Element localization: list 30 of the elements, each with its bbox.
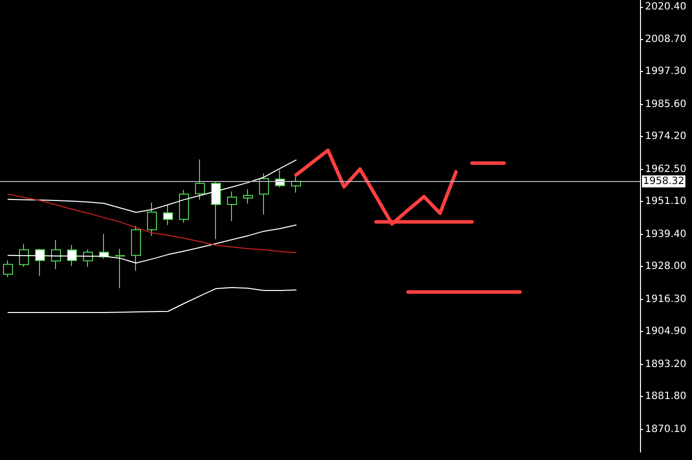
y-tick-label: 1997.30 (645, 66, 686, 78)
y-tick-label: 2008.70 (645, 34, 686, 46)
candlestick (243, 188, 253, 204)
candlestick (51, 239, 61, 270)
y-tick-label: 1974.20 (645, 131, 686, 142)
candlestick (147, 202, 157, 236)
candlestick (99, 234, 109, 260)
y-tick-label: 1893.20 (645, 359, 686, 370)
candlestick (3, 260, 13, 278)
candlestick (195, 158, 205, 200)
candlestick (19, 243, 29, 268)
candlestick (291, 176, 301, 194)
ref-line-label: 1958.32 (643, 176, 684, 187)
candlestick (227, 191, 237, 222)
y-tick-label: 2020.40 (645, 1, 686, 12)
y-tick-label: 1870.10 (645, 424, 686, 435)
line-series (8, 194, 296, 254)
candlestick (115, 248, 125, 289)
y-tick-label: 1916.30 (645, 294, 686, 306)
y-tick-label: 1904.90 (645, 326, 686, 338)
y-tick-label: 1928.00 (645, 261, 686, 272)
y-tick-label: 1881.80 (645, 391, 686, 402)
y-tick-label: 1939.40 (645, 229, 686, 240)
y-tick-label: 1951.10 (645, 196, 686, 208)
y-tick-label: 1985.60 (645, 99, 686, 110)
candlestick (131, 225, 141, 272)
line-series (8, 286, 296, 313)
candlestick (179, 189, 189, 224)
candlestick (259, 173, 269, 216)
y-tick-label: 1962.50 (645, 164, 686, 176)
